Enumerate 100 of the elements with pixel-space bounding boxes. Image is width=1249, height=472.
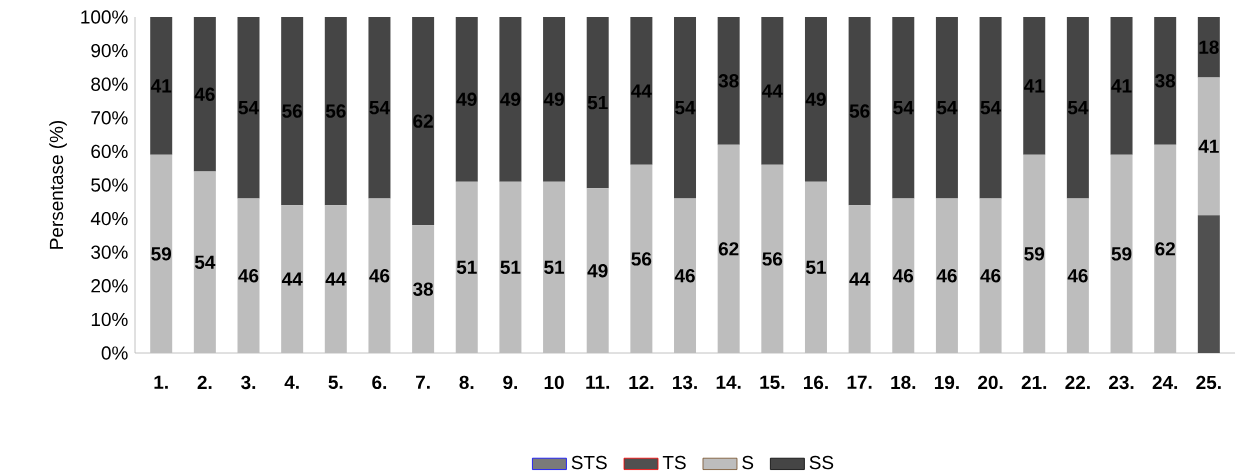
y-tick-label: 60%: [91, 144, 128, 159]
bar: [499, 17, 522, 182]
data-label: 46: [1067, 269, 1088, 283]
data-label: 51: [544, 260, 565, 274]
data-label: 54: [675, 101, 696, 115]
y-tick-label: 0%: [101, 346, 128, 360]
data-label: 44: [631, 84, 652, 98]
data-label: 51: [587, 96, 608, 110]
bar: [412, 17, 435, 226]
y-tick-label: 20%: [91, 279, 128, 293]
x-tick-label: 23.: [1109, 375, 1134, 390]
bar: [892, 17, 915, 199]
bar: [1197, 215, 1220, 353]
y-tick-label: 80%: [91, 77, 128, 91]
y-tick-label: 90%: [91, 43, 128, 58]
data-label: 46: [893, 269, 914, 283]
bar: [1154, 17, 1177, 145]
bar: [717, 17, 740, 145]
x-tick-label: 16.: [804, 375, 828, 390]
data-label: 49: [543, 92, 564, 107]
x-tick-label: 6.: [372, 375, 387, 390]
data-label: 54: [194, 255, 216, 269]
x-tick-label: 11.: [586, 375, 610, 389]
x-tick-label: 15.: [760, 375, 785, 389]
data-label: 46: [936, 269, 957, 283]
x-tick-label: 3.: [241, 375, 256, 390]
data-label: 59: [1024, 247, 1045, 261]
data-label: 41: [150, 79, 172, 93]
data-label: 49: [805, 92, 826, 107]
data-label: 62: [718, 242, 739, 256]
data-label: 46: [980, 269, 1001, 283]
bar: [455, 17, 478, 182]
y-axis-title: Persentase (%): [49, 120, 67, 249]
y-tick-label: 50%: [91, 178, 128, 192]
x-tick-label: 9.: [503, 375, 518, 390]
data-label: 38: [413, 282, 434, 296]
data-label: 41: [1023, 79, 1045, 93]
bar: [193, 17, 216, 172]
legend-label: S: [742, 455, 754, 470]
data-label: 18: [1199, 40, 1219, 54]
data-label: 54: [1067, 101, 1089, 115]
bar: [1110, 17, 1133, 155]
legend-label: STS: [571, 455, 607, 470]
data-label: 56: [631, 252, 652, 266]
data-label: 49: [500, 92, 521, 107]
data-label: 54: [238, 101, 259, 115]
bar: [324, 17, 347, 206]
data-label: 54: [893, 101, 914, 115]
bar: [237, 17, 260, 199]
bar: [674, 17, 697, 199]
bar: [804, 17, 827, 182]
data-label: 51: [456, 260, 477, 274]
data-label: 38: [1155, 74, 1176, 88]
bar: [761, 17, 784, 165]
x-tick-label: 20.: [978, 375, 1003, 390]
bar: [1023, 17, 1046, 155]
y-tick-label: 10%: [91, 312, 128, 327]
data-label: 44: [325, 272, 347, 286]
bar: [1197, 17, 1220, 78]
x-tick-label: 14.: [716, 375, 741, 389]
data-label: 38: [718, 74, 739, 88]
x-tick-label: 25.: [1196, 375, 1221, 390]
bar: [848, 17, 871, 206]
data-label: 41: [1111, 79, 1132, 93]
x-tick-label: 8.: [459, 375, 474, 390]
x-tick-label: 7.: [416, 375, 430, 389]
data-label: 46: [194, 87, 215, 101]
bar: [543, 17, 566, 182]
data-label: 41: [1198, 139, 1219, 153]
data-label: 54: [936, 101, 958, 115]
bar: [630, 17, 653, 165]
data-label: 44: [281, 272, 303, 286]
x-tick-label: 4.: [284, 375, 299, 389]
data-label: 54: [980, 101, 1002, 115]
x-tick-label: 24.: [1152, 375, 1178, 389]
x-tick-label: 13.: [673, 375, 697, 390]
x-tick-label: 21.: [1021, 375, 1047, 389]
bar: [935, 17, 958, 199]
bar: [1066, 17, 1089, 199]
data-label: 49: [587, 263, 608, 278]
data-label: 44: [762, 84, 783, 98]
x-tick-label: 17.: [847, 375, 872, 389]
y-tick-label: 100%: [81, 10, 128, 24]
bar: [281, 17, 304, 206]
bar: [979, 17, 1002, 199]
data-label: 56: [849, 104, 870, 118]
data-label: 59: [151, 247, 172, 261]
data-label: 46: [238, 269, 259, 283]
x-tick-label: 18.: [891, 375, 916, 390]
data-label: 56: [282, 104, 302, 118]
x-tick-label: 19.: [934, 375, 959, 390]
y-tick-label: 30%: [91, 245, 128, 259]
legend-label: SS: [809, 455, 834, 470]
x-tick-label: 10: [544, 375, 564, 390]
data-label: 62: [1155, 242, 1175, 256]
data-label: 46: [369, 269, 390, 283]
bar: [368, 17, 391, 199]
data-label: 62: [413, 114, 433, 128]
x-tick-label: 5.: [328, 375, 343, 389]
data-label: 51: [500, 260, 521, 274]
